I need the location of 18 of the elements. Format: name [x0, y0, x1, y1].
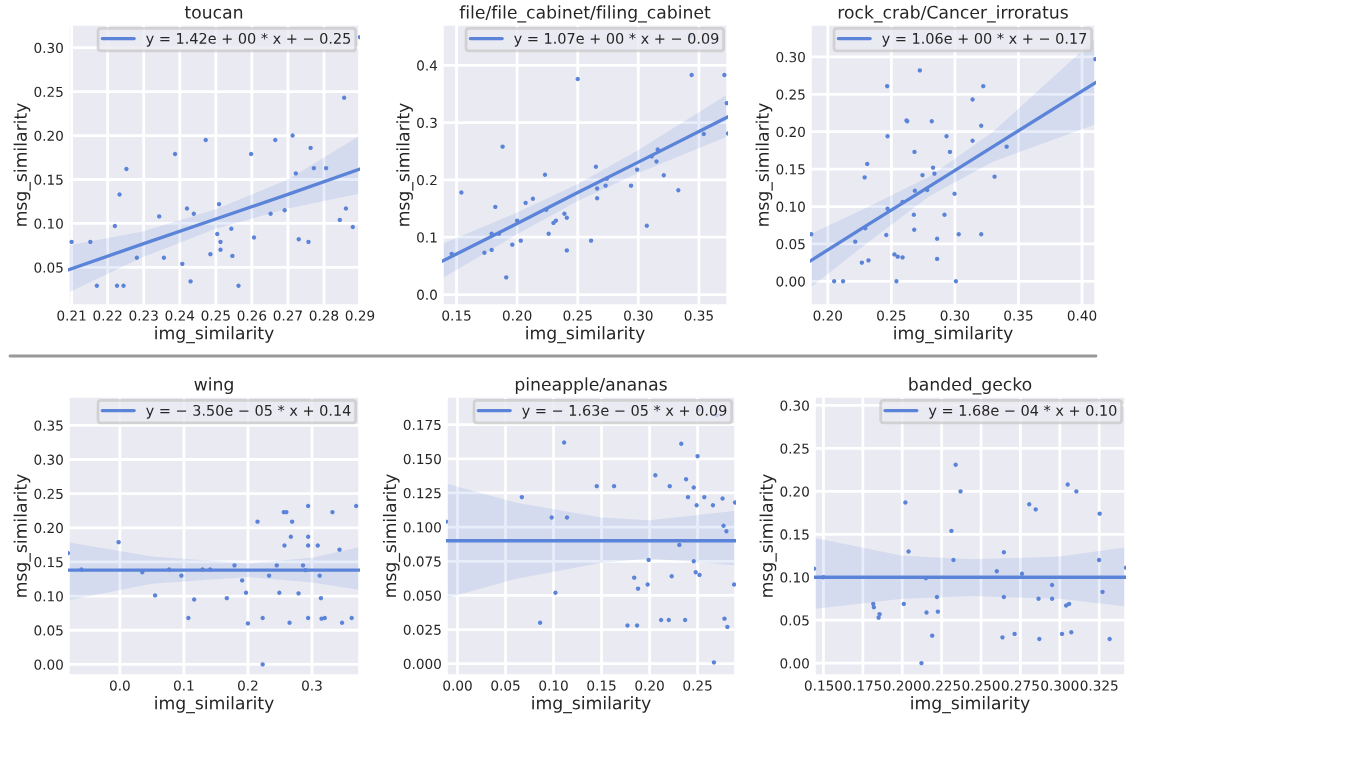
y-axis-title: msg_similarity [13, 103, 31, 226]
x-axis-title: img_similarity [155, 696, 274, 714]
y-axis-title: msg_similarity [396, 103, 414, 226]
chart-title: toucan [184, 6, 243, 19]
y-axis-title: msg_similarity [382, 474, 401, 597]
chart-title: file/file_cabinet/filing_cabinet [459, 5, 711, 23]
y-axis-title: msg_similarity [759, 474, 777, 597]
chart-title: rock_crab/Cancer_irroratus [838, 5, 1068, 23]
y-axis-title: msg_similarity [13, 474, 31, 597]
chart-title: wing [194, 377, 233, 395]
x-axis-title: img_similarity [155, 326, 274, 344]
y-axis-title: msg_similarity [755, 103, 773, 226]
x-axis-title: img_similarity [911, 696, 1030, 714]
x-axis-title: img_similarity [532, 696, 651, 714]
x-axis-title: img_similarity [526, 326, 645, 344]
chart-title: banded_gecko [909, 377, 1032, 395]
x-axis-title: img_similarity [894, 326, 1013, 344]
chart-title: pineapple/ananas [515, 377, 667, 395]
